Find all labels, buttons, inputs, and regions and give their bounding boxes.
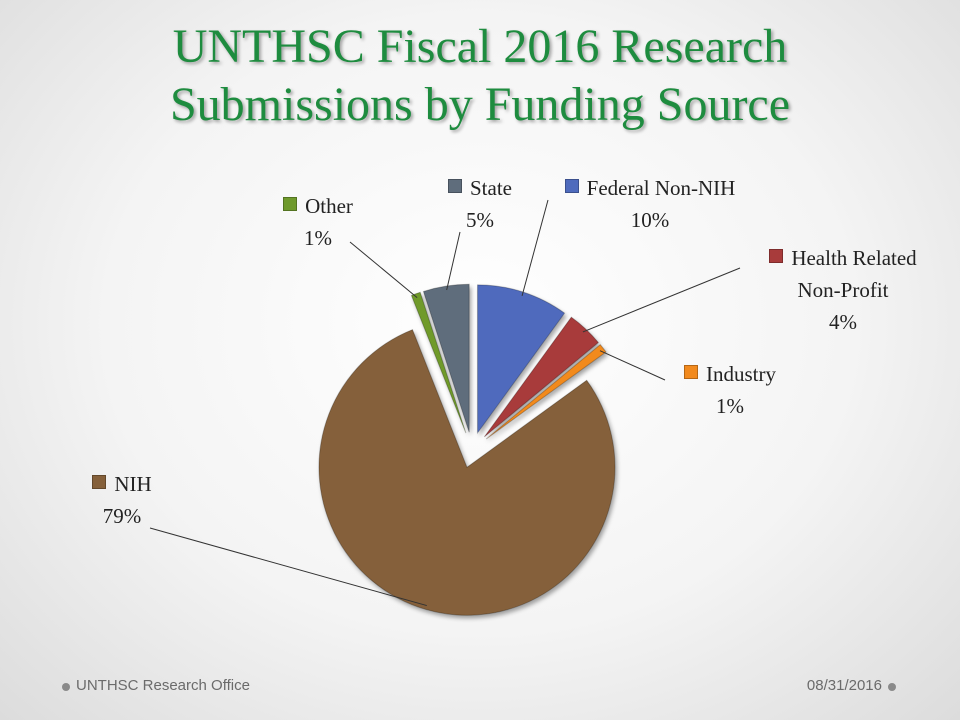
- label-name-line: Industry: [660, 358, 800, 390]
- legend-swatch: [769, 249, 784, 263]
- value-label: 79%: [102, 504, 142, 528]
- label-name-line: Health Related Non-Profit: [748, 242, 938, 306]
- pie-slice: [318, 329, 616, 616]
- category-label: NIH: [114, 472, 152, 496]
- value-label: 10%: [630, 208, 670, 232]
- legend-swatch: [92, 475, 107, 489]
- label-name-line: Federal Non-NIH: [560, 172, 740, 204]
- legend-swatch: [448, 179, 462, 193]
- leader-line: [349, 241, 418, 298]
- category-label: Health Related Non-Profit: [791, 246, 917, 302]
- legend-swatch: [684, 365, 698, 379]
- label-name-line: State: [420, 172, 540, 204]
- pie-slice: [422, 283, 470, 433]
- data-label: Industry 1%: [660, 358, 800, 422]
- label-name-line: Other: [258, 190, 378, 222]
- value-label: 4%: [829, 310, 857, 334]
- pie-slice: [410, 291, 467, 434]
- legend-swatch: [564, 179, 579, 193]
- leader-line: [149, 527, 427, 607]
- legend-swatch: [283, 197, 298, 211]
- leader-line: [521, 199, 549, 297]
- pie-slice: [483, 316, 600, 438]
- value-label: 5%: [466, 208, 494, 232]
- data-label: Federal Non-NIH 10%: [560, 172, 740, 236]
- category-label: Other: [305, 194, 353, 218]
- footer-left: UNTHSC Research Office: [76, 677, 250, 694]
- category-label: Industry: [706, 362, 776, 386]
- leader-line: [582, 267, 741, 333]
- leader-line: [446, 231, 461, 291]
- leader-line: [599, 350, 666, 381]
- pie-slice: [485, 343, 607, 440]
- label-name-line: NIH: [62, 468, 182, 500]
- data-label: Other 1%: [258, 190, 378, 254]
- footer-right: 08/31/2016: [806, 677, 882, 694]
- footer-bullet: [62, 683, 70, 691]
- category-label: State: [470, 176, 512, 200]
- footer-bullet: [888, 683, 896, 691]
- slide-title: UNTHSC Fiscal 2016 Research Submissions …: [169, 20, 791, 131]
- data-label: State 5%: [420, 172, 540, 236]
- value-label: 1%: [716, 394, 744, 418]
- value-label: 1%: [304, 226, 332, 250]
- data-label: Health Related Non-Profit 4%: [748, 242, 938, 338]
- category-label: Federal Non-NIH: [586, 176, 736, 200]
- data-label: NIH 79%: [62, 468, 182, 532]
